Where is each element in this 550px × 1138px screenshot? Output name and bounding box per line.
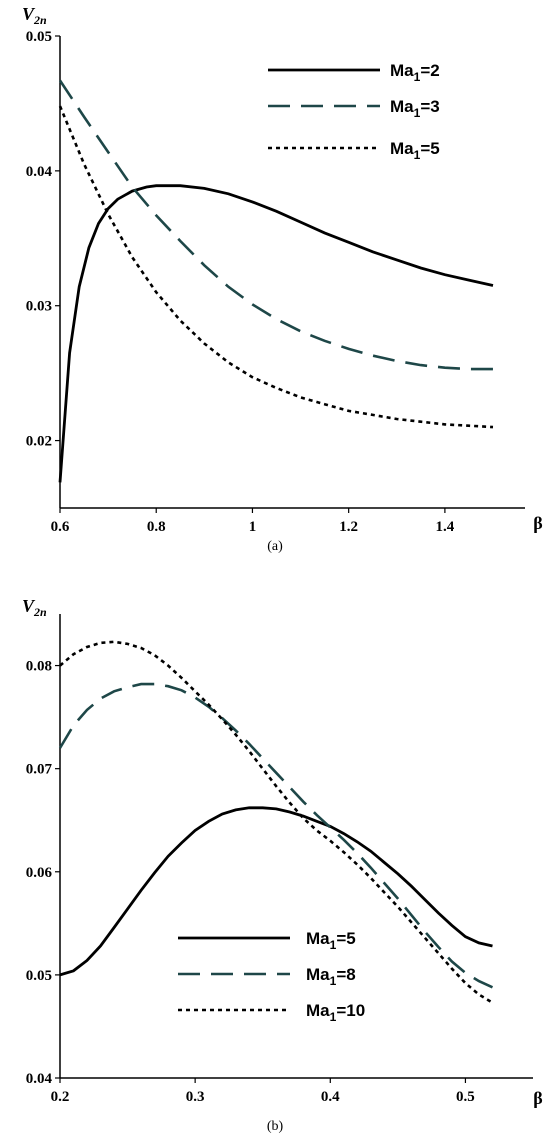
- x-tick-label: 0.6: [51, 519, 70, 535]
- x-tick-label: 0.3: [186, 1089, 205, 1105]
- series-line-solid: [58, 184, 494, 483]
- series-line-dotted: [59, 640, 494, 1004]
- x-tick-label: 0.8: [147, 519, 166, 535]
- series-line-dashed: [58, 79, 493, 371]
- panel-caption: (b): [267, 1119, 284, 1134]
- y-tick-label: 0.05: [26, 968, 52, 984]
- series-line-dashed: [58, 682, 494, 989]
- legend-label: Ma1=8: [306, 965, 356, 988]
- y-tick-label: 0.04: [26, 164, 53, 180]
- y-axis-label: V2n: [22, 596, 47, 619]
- x-axis-label: β: [533, 513, 542, 533]
- series-line-dotted: [58, 105, 494, 429]
- legend-label: Ma1=3: [390, 97, 440, 120]
- x-axis-label: β: [533, 1088, 542, 1108]
- x-tick-label: 0.5: [456, 1089, 475, 1105]
- x-tick-label: 1.4: [436, 519, 455, 535]
- y-tick-label: 0.03: [26, 299, 52, 315]
- x-tick-label: 1: [249, 519, 257, 535]
- chart-panel-a: 0.02 0.03 0.04 0.05 0.6 0.8 1 1.2 1.4 V2n β (a) Ma1=…: [22, 4, 543, 554]
- y-tick-label: 0.04: [26, 1071, 53, 1087]
- y-tick-label: 0.07: [26, 762, 53, 778]
- y-tick-label: 0.02: [26, 434, 52, 450]
- legend-label: Ma1=2: [390, 61, 440, 84]
- legend-label: Ma1=5: [306, 929, 356, 952]
- x-tick-label: 1.2: [339, 519, 358, 535]
- y-tick-label: 0.05: [26, 29, 52, 45]
- y-axis-label: V2n: [22, 4, 47, 27]
- y-tick-label: 0.06: [26, 865, 53, 881]
- x-tick-label: 0.2: [51, 1089, 70, 1105]
- panel-caption: (a): [267, 539, 283, 554]
- legend-label: Ma1=5: [390, 139, 440, 162]
- legend-label: Ma1=10: [306, 1001, 365, 1024]
- y-tick-label: 0.08: [26, 659, 52, 675]
- x-tick-label: 0.4: [321, 1089, 340, 1105]
- series-line-solid: [59, 806, 493, 977]
- chart-panel-b: 0.04 0.05 0.06 0.07 0.08 0.2 0.3 0.4 0.5 V2n β (b) M…: [22, 596, 543, 1134]
